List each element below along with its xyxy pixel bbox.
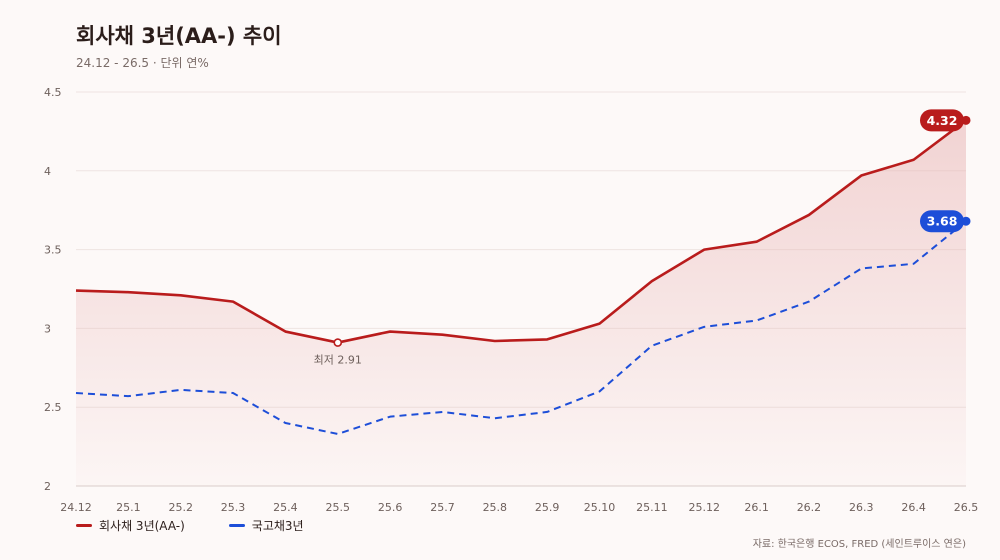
x-tick-label: 26.5 — [954, 501, 979, 514]
legend-item-corp[interactable]: 회사채 3년(AA-) — [76, 517, 185, 534]
legend-swatch-corp — [76, 524, 92, 527]
legend-label-corp: 회사채 3년(AA-) — [99, 519, 185, 533]
corp-area — [76, 120, 966, 487]
area-fill — [76, 120, 966, 487]
x-tick-label: 26.3 — [849, 501, 874, 514]
source-note: 자료: 한국은행 ECOS, FRED (세인트루이스 연은) — [752, 539, 966, 550]
y-tick-label: 3 — [44, 322, 51, 335]
x-tick-label: 25.10 — [584, 501, 616, 514]
x-tick-label: 25.1 — [116, 501, 141, 514]
x-tick-label: 25.6 — [378, 501, 403, 514]
y-tick-label: 3.5 — [44, 244, 62, 257]
corp-badge — [920, 109, 964, 132]
legend: 회사채 3년(AA-) 국고채3년 — [76, 517, 304, 534]
corp-end-label: 4.32 — [927, 113, 958, 128]
series-lines — [75, 119, 967, 435]
legend-item-gov[interactable]: 국고채3년 — [228, 517, 304, 534]
x-tick-label: 26.2 — [797, 501, 822, 514]
legend-label-gov: 국고채3년 — [251, 519, 304, 533]
min-point-marker — [333, 338, 343, 347]
chart-subtitle: 24.12 - 26.5 · 단위 연% — [76, 56, 209, 70]
gov-badge — [920, 210, 964, 233]
annotations: 최저 2.91 3.68 4.32 — [314, 109, 971, 367]
x-tick-label: 25.9 — [535, 501, 560, 514]
y-tick-label: 2.5 — [44, 401, 62, 414]
x-tick-label: 26.1 — [744, 501, 769, 514]
x-tick-label: 25.5 — [326, 501, 351, 514]
x-tick-label: 25.12 — [688, 501, 720, 514]
series-line-corp — [75, 119, 967, 344]
y-tick-label: 4.5 — [44, 86, 62, 99]
x-tick-label: 25.3 — [221, 501, 246, 514]
x-tick-label: 24.12 — [60, 501, 92, 514]
legend-swatch-gov — [228, 524, 245, 527]
corp-end-point — [961, 115, 971, 125]
gov-end-point — [961, 216, 971, 226]
x-tick-label: 25.7 — [430, 501, 455, 514]
gov-end-label: 3.68 — [927, 214, 958, 229]
x-tick-label: 25.2 — [168, 501, 193, 514]
chart-title: 회사채 3년(AA-) 추이 — [76, 24, 282, 48]
y-tick-label: 4 — [44, 165, 51, 178]
y-tick-label: 2 — [44, 480, 51, 493]
min-label: 최저 2.91 — [314, 354, 362, 367]
x-axis: 24.12 25.1 25.2 25.3 25.4 25.5 25.6 25.7 25.8 25.… — [60, 485, 979, 514]
x-tick-label: 25.11 — [636, 501, 668, 514]
series-line-gov — [75, 220, 967, 435]
x-tick-label: 26.4 — [901, 501, 926, 514]
x-tick-label: 25.4 — [273, 501, 298, 514]
x-tick-label: 25.8 — [483, 501, 508, 514]
y-axis: 2 2.5 3 3.5 4 4.5 — [44, 86, 62, 493]
